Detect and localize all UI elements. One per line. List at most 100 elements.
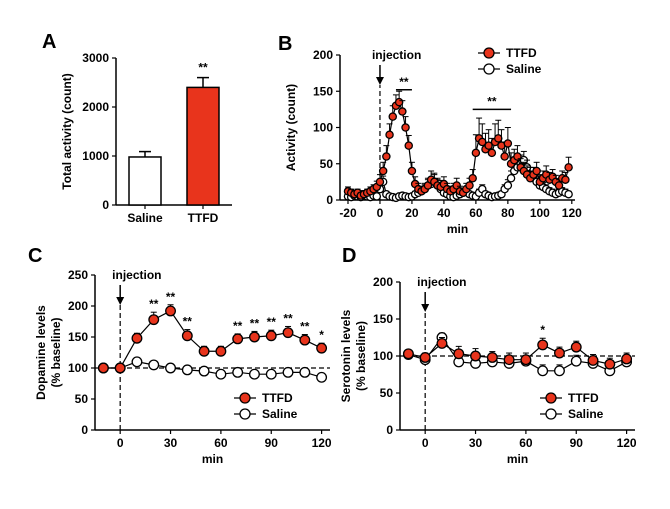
- data-point-ttfd: [419, 352, 431, 363]
- data-point-ttfd: [564, 163, 573, 172]
- legend-label: TTFD: [506, 46, 537, 60]
- data-point-ttfd: [532, 166, 541, 176]
- x-tick-label: 120: [312, 436, 332, 450]
- injection-arrow-icon: [421, 304, 430, 312]
- data-point-saline: [148, 359, 160, 371]
- data-point-ttfd: [181, 330, 193, 342]
- x-tick-label: Saline: [127, 211, 163, 225]
- data-point-ttfd: [378, 166, 388, 176]
- data-point-saline: [570, 355, 582, 367]
- x-tick-label: 20: [405, 206, 419, 220]
- data-point-ttfd: [232, 333, 244, 345]
- y-tick-label: 50: [320, 157, 334, 171]
- data-point-ttfd: [114, 362, 126, 374]
- data-point-ttfd: [500, 152, 509, 161]
- data-point-saline: [249, 368, 260, 380]
- panel-d-serotonin-timecourse: D 0 50 100 150 200 0 30 60 90 120 min Serotonin leve…: [339, 245, 637, 466]
- data-point-ttfd: [398, 107, 407, 116]
- y-axis-label: (% baseline): [49, 317, 63, 387]
- y-tick-label: 150: [68, 330, 88, 344]
- y-tick-label: 50: [380, 386, 394, 400]
- legend-marker: [545, 392, 557, 404]
- panel-letter: D: [342, 245, 356, 267]
- significance-label: **: [149, 297, 159, 311]
- data-point-ttfd: [436, 337, 448, 349]
- legend-marker: [545, 408, 557, 420]
- data-point-ttfd: [404, 141, 413, 150]
- y-axis-label: Dopamine levels: [34, 305, 48, 400]
- x-tick-label: 30: [469, 436, 483, 450]
- data-point-ttfd: [407, 166, 417, 176]
- data-point-ttfd: [465, 181, 474, 190]
- panel-letter: A: [42, 31, 56, 53]
- data-point-saline: [372, 192, 382, 201]
- x-tick-label: 0: [422, 436, 429, 450]
- x-tick-label: 0: [117, 436, 124, 450]
- significance-label: **: [267, 315, 277, 329]
- data-point-ttfd: [375, 177, 385, 187]
- data-point-saline: [181, 364, 193, 376]
- legend-label: TTFD: [262, 391, 293, 405]
- data-point-ttfd: [570, 341, 582, 353]
- injection-label: injection: [372, 48, 421, 62]
- data-point-ttfd: [520, 354, 532, 366]
- legend-label: Saline: [262, 407, 298, 421]
- significance-label: **: [233, 319, 243, 333]
- y-tick-label: 0: [326, 193, 333, 207]
- panel-letter: C: [28, 245, 42, 267]
- significance-label: **: [283, 311, 293, 325]
- x-tick-label: 0: [377, 206, 384, 220]
- data-point-ttfd: [382, 152, 391, 161]
- panel-b-activity-timecourse: B 0 50 100 150 200 -20 0 20 40 60 80 100 120 min Activi…: [278, 33, 582, 236]
- significance-label: **: [399, 75, 409, 89]
- x-tick-label: 60: [519, 436, 533, 450]
- y-axis-label: Serotonin levels: [339, 309, 353, 402]
- data-point-ttfd: [97, 362, 109, 374]
- data-point-saline: [316, 371, 328, 383]
- data-point-saline: [564, 189, 573, 199]
- data-point-ttfd: [487, 148, 497, 158]
- bar-saline: [128, 156, 162, 206]
- data-point-ttfd: [299, 334, 311, 346]
- y-tick-label: 3000: [82, 51, 109, 65]
- x-tick-label: 60: [214, 436, 228, 450]
- x-axis-label: min: [507, 452, 528, 466]
- significance-label: **: [487, 94, 497, 108]
- y-axis-label: (% baseline): [354, 321, 368, 391]
- x-tick-label: 120: [617, 436, 637, 450]
- y-tick-label: 200: [68, 299, 88, 313]
- data-point-saline: [299, 366, 311, 378]
- data-point-ttfd: [148, 314, 160, 326]
- y-tick-label: 100: [373, 349, 393, 363]
- y-tick-label: 100: [68, 361, 88, 375]
- data-point-ttfd: [554, 181, 564, 190]
- injection-arrow-icon: [375, 77, 384, 85]
- y-tick-label: 1000: [82, 149, 109, 163]
- x-tick-label: -20: [339, 206, 357, 220]
- legend-marker: [483, 63, 495, 75]
- data-point-ttfd: [249, 331, 260, 343]
- panel-letter: B: [278, 33, 292, 55]
- legend-label: Saline: [568, 407, 604, 421]
- y-tick-label: 0: [102, 198, 109, 212]
- data-point-saline: [554, 365, 565, 377]
- data-point-saline: [131, 356, 143, 368]
- data-point-saline: [265, 368, 277, 380]
- data-point-ttfd: [453, 348, 465, 360]
- data-point-ttfd: [471, 148, 481, 158]
- data-point-ttfd: [316, 342, 328, 354]
- data-point-ttfd: [394, 97, 404, 107]
- injection-label: injection: [112, 268, 161, 282]
- injection-arrow-icon: [116, 297, 125, 305]
- data-point-ttfd: [503, 354, 515, 366]
- x-tick-label: 60: [469, 206, 483, 220]
- bar-ttfd: [186, 86, 220, 206]
- panel-c-dopamine-timecourse: C 0 50 100 150 200 250 0 30 60 90 120 min Dopamine le…: [28, 245, 332, 466]
- data-point-ttfd: [385, 130, 394, 139]
- significance-label: *: [319, 328, 324, 342]
- data-point-ttfd: [265, 330, 277, 342]
- data-point-ttfd: [215, 345, 227, 357]
- data-point-ttfd: [401, 123, 410, 132]
- significance-label: **: [300, 320, 310, 334]
